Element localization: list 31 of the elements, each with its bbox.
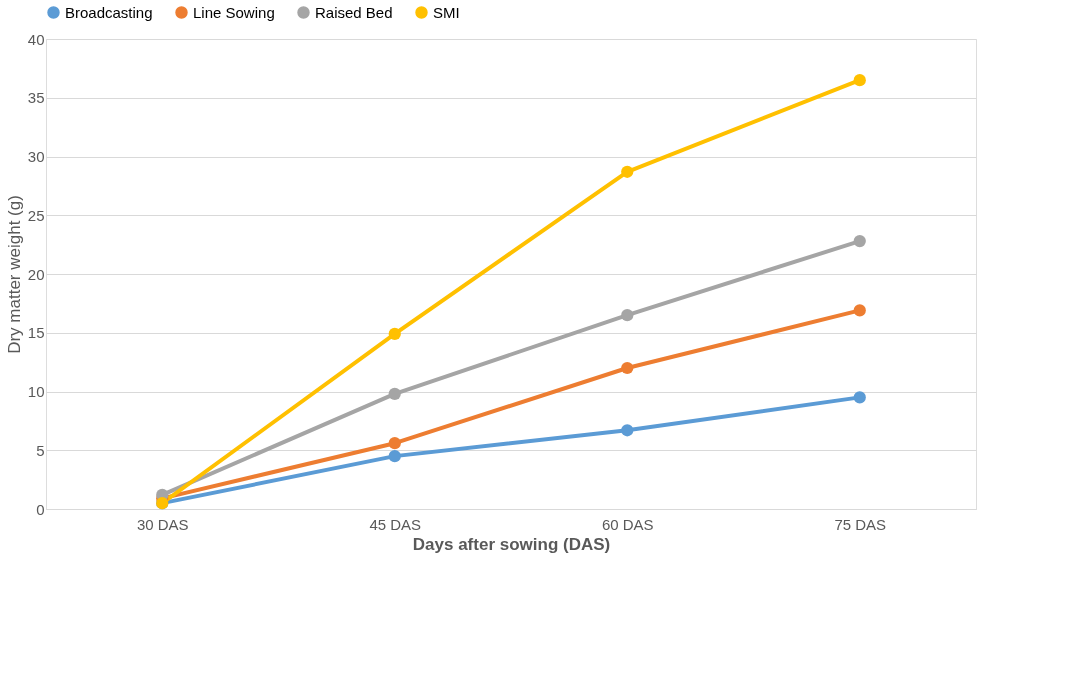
y-tick-label: 5 — [36, 441, 45, 459]
point — [621, 424, 634, 437]
legend-label: Line Sowing — [193, 3, 275, 21]
y-tick-label: 30 — [27, 148, 45, 165]
x-tick-label: 45 DAS — [369, 515, 422, 533]
point — [621, 165, 634, 178]
point — [621, 309, 634, 322]
y-tick-label: 40 — [27, 30, 45, 48]
y-tick-label: 35 — [27, 89, 45, 107]
y-tick-label: 20 — [27, 265, 45, 283]
y-tick-label: 10 — [27, 383, 45, 400]
point — [853, 74, 866, 87]
y-tick-label: 15 — [27, 324, 45, 342]
point — [388, 387, 401, 400]
legend-label: Raised Bed — [315, 3, 393, 21]
x-tick-label: 75 DAS — [834, 515, 887, 533]
legend-label: Broadcasting — [65, 3, 153, 21]
legend-label: SMI — [433, 3, 460, 21]
point — [853, 234, 866, 248]
point — [853, 391, 866, 404]
point — [388, 327, 401, 341]
x-tick-label: 60 DAS — [601, 515, 654, 533]
point — [853, 304, 866, 317]
y-axis-title: Dry matter weight (g) — [4, 195, 24, 354]
x-axis-title: Days after sowing (DAS) — [412, 534, 611, 554]
point — [388, 450, 401, 463]
point — [388, 437, 401, 450]
y-tick-label: 25 — [27, 206, 45, 224]
y-tick-label: 0 — [36, 500, 45, 518]
x-tick-label: 30 DAS — [136, 515, 189, 533]
point — [621, 361, 634, 375]
